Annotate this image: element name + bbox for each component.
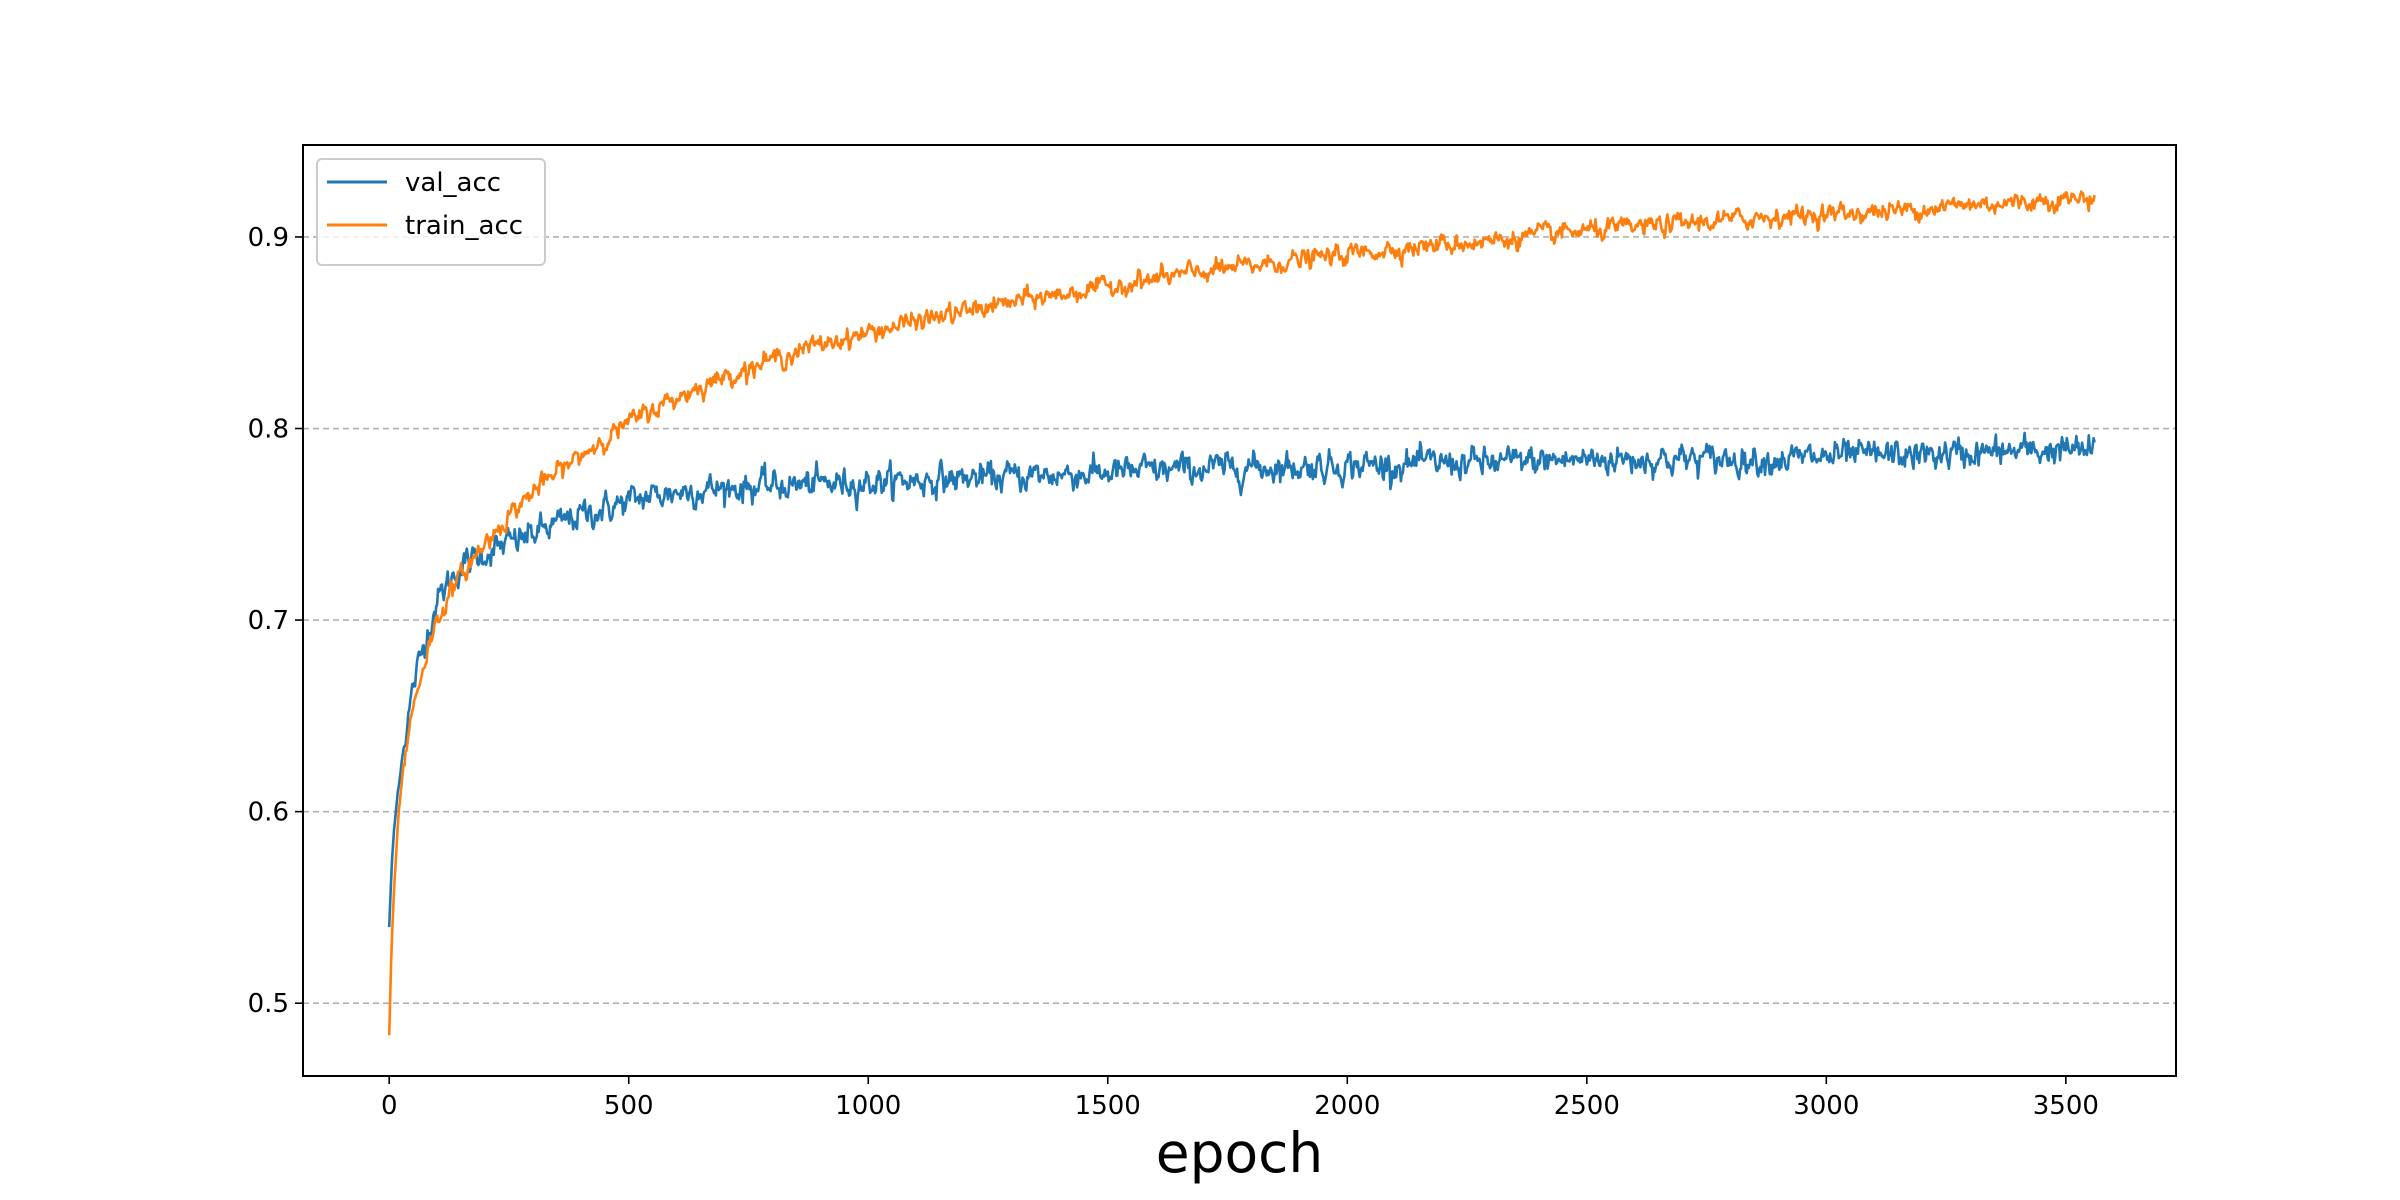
x-tick-label: 3500 (2033, 1091, 2099, 1121)
plot-area-frame (302, 144, 2177, 1077)
y-tick-label: 0.8 (248, 415, 289, 445)
x-axis-ticks: 0 500 1000 1500 2000 2500 3000 3500 (381, 1076, 2099, 1121)
y-tick-label: 0.7 (248, 606, 289, 636)
legend-label-train-acc: train_acc (405, 211, 523, 241)
series-lines (387, 190, 2096, 1036)
x-tick-label: 500 (604, 1091, 654, 1121)
x-tick-label: 3000 (1793, 1091, 1859, 1121)
series-line-train-acc (387, 190, 2096, 1036)
legend-box (316, 158, 546, 266)
x-tick-label: 0 (381, 1091, 398, 1121)
x-tick-label: 1000 (835, 1091, 901, 1121)
legend: val_acc train_acc (316, 158, 546, 266)
x-axis-title: epoch (1156, 1121, 1324, 1185)
legend-label-val-acc: val_acc (405, 168, 501, 198)
x-tick-label: 2500 (1554, 1091, 1620, 1121)
y-tick-label: 0.9 (248, 223, 289, 253)
y-tick-label: 0.6 (248, 798, 289, 828)
y-axis-ticks: 0.5 0.6 0.7 0.8 0.9 (248, 223, 303, 1019)
x-tick-label: 2000 (1314, 1091, 1380, 1121)
x-tick-label: 1500 (1075, 1091, 1141, 1121)
y-tick-label: 0.5 (248, 989, 289, 1019)
series-line-val-acc (387, 431, 2096, 928)
